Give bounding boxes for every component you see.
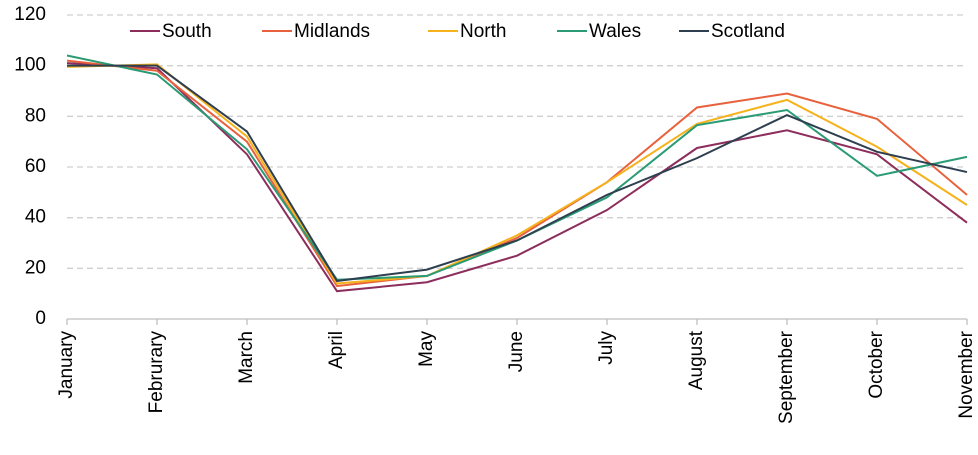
y-tick-label: 60 bbox=[25, 156, 46, 177]
x-tick-label: November bbox=[956, 330, 977, 418]
series-line bbox=[66, 63, 968, 285]
x-tick-label: July bbox=[596, 331, 617, 365]
y-tick-label: 120 bbox=[14, 4, 46, 25]
x-tick-label: March bbox=[236, 331, 257, 384]
x-tick-label: May bbox=[416, 331, 437, 367]
x-tick-label: August bbox=[686, 330, 707, 390]
legend-label: South bbox=[162, 21, 212, 42]
x-tick-label: Februrary bbox=[146, 331, 167, 414]
y-tick-label: 100 bbox=[14, 55, 46, 76]
legend-label: North bbox=[460, 21, 506, 42]
legend-label: Midlands bbox=[294, 21, 370, 42]
series-line bbox=[67, 64, 968, 283]
x-tick-label: January bbox=[56, 331, 77, 399]
legend-label: Scotland bbox=[711, 21, 785, 42]
y-tick-label: 20 bbox=[25, 257, 46, 278]
x-tick-label: June bbox=[506, 331, 527, 372]
legend-label: Wales bbox=[589, 21, 641, 42]
series-line bbox=[66, 62, 968, 293]
x-tick-label: September bbox=[776, 330, 797, 424]
series-line bbox=[66, 59, 968, 288]
x-tick-label: April bbox=[326, 331, 347, 369]
x-tick-label: October bbox=[866, 330, 887, 398]
y-tick-label: 80 bbox=[25, 105, 46, 126]
y-tick-label: 40 bbox=[25, 207, 46, 228]
y-tick-label: 0 bbox=[35, 308, 46, 329]
